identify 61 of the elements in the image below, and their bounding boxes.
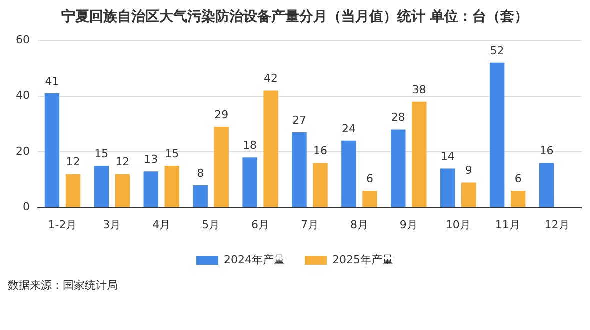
- bar: [462, 182, 476, 208]
- y-tick-label: 60: [16, 33, 30, 46]
- data-label: 16: [314, 144, 328, 158]
- x-tick-label: 6月: [252, 218, 270, 232]
- data-label: 13: [144, 152, 158, 166]
- chart-title: 宁夏回族自治区大气污染防治设备产量分月（当月值）统计 单位：台（套）: [60, 8, 530, 26]
- legend-label: 2025年产量: [332, 253, 394, 266]
- bar: [412, 102, 427, 208]
- data-label: 12: [66, 156, 80, 169]
- x-tick-label: 9月: [400, 218, 418, 232]
- x-tick-label: 4月: [152, 218, 171, 232]
- legend-label: 2024年产量: [224, 253, 286, 266]
- bar: [292, 132, 307, 208]
- x-tick-label: 7月: [301, 218, 319, 232]
- y-tick-label: 40: [16, 89, 30, 102]
- x-tick-label: 10月: [446, 218, 471, 232]
- bar: [242, 158, 258, 208]
- bar: [342, 140, 356, 208]
- bar: [313, 163, 328, 208]
- bar: [391, 130, 406, 208]
- x-tick-label: 5月: [202, 218, 220, 232]
- x-tick-label: 11月: [495, 218, 520, 232]
- bar: [490, 62, 505, 208]
- data-label: 16: [540, 144, 554, 158]
- data-label: 29: [214, 108, 229, 122]
- data-label: 28: [391, 111, 406, 124]
- data-label: 6: [514, 172, 522, 186]
- bar: [440, 168, 456, 208]
- data-label: 24: [342, 122, 356, 136]
- data-label: 27: [292, 114, 306, 127]
- data-label: 18: [243, 139, 258, 152]
- y-tick-label: 0: [22, 200, 30, 214]
- data-label: 15: [165, 147, 180, 160]
- y-tick-label: 20: [16, 144, 30, 158]
- data-label: 52: [490, 44, 504, 58]
- data-label: 12: [116, 156, 130, 169]
- data-label: 42: [264, 72, 278, 86]
- source-note: 数据来源：国家统计局: [8, 278, 119, 293]
- bar: [44, 94, 60, 208]
- bar: [214, 126, 229, 208]
- data-label: 15: [94, 147, 109, 160]
- bar: [510, 191, 526, 208]
- bar: [539, 163, 554, 208]
- x-tick-label: 3月: [103, 218, 122, 232]
- x-tick-label: 8月: [350, 218, 368, 232]
- bar: [94, 166, 110, 208]
- bar: [362, 191, 378, 208]
- bar: [144, 172, 158, 208]
- data-label: 9: [465, 164, 472, 178]
- x-tick-label: 12月: [544, 218, 570, 232]
- bar: [164, 166, 180, 208]
- bar: [66, 174, 81, 208]
- x-tick-label: 1-2月: [48, 218, 78, 232]
- data-label: 8: [197, 166, 204, 180]
- bar: [115, 174, 130, 208]
- bar: [264, 90, 278, 208]
- data-label: 6: [366, 172, 374, 186]
- bar: [193, 186, 208, 208]
- data-label: 41: [45, 74, 60, 88]
- data-label: 14: [440, 150, 455, 164]
- data-label: 38: [412, 83, 426, 96]
